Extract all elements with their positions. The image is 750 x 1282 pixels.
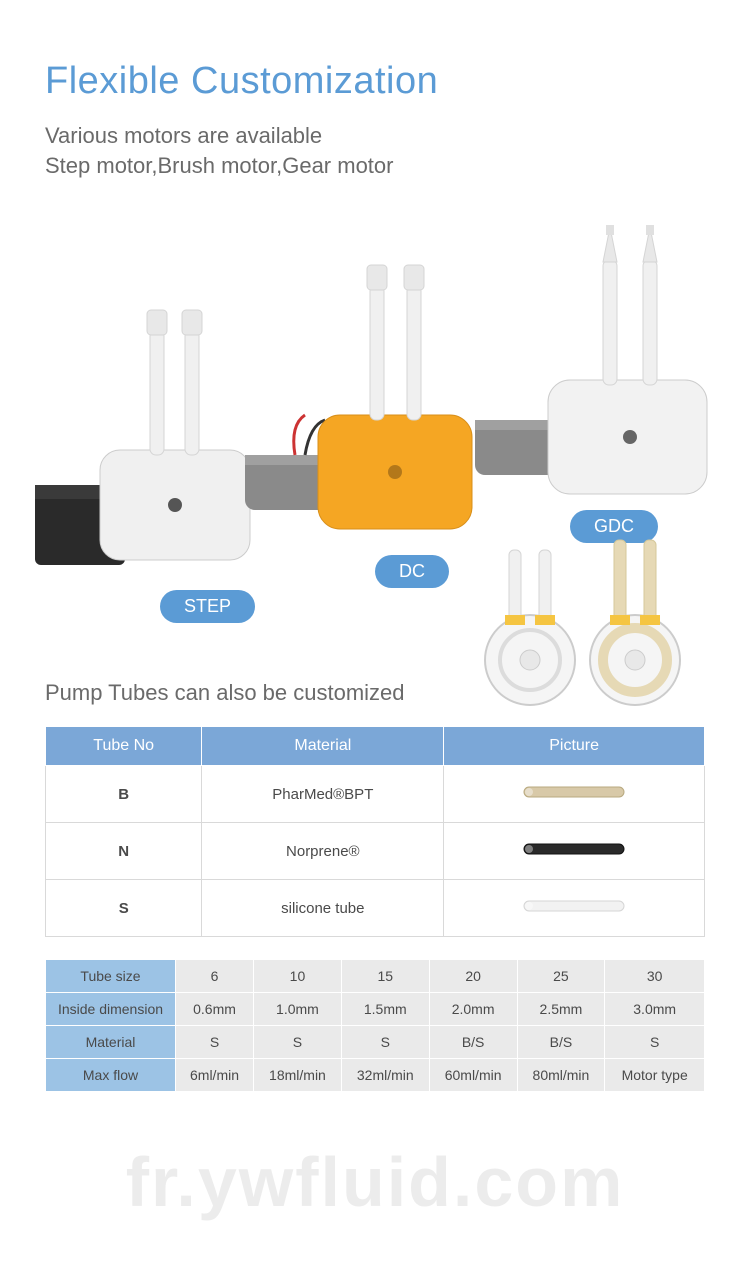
cell-material: Norprene® [202, 823, 444, 880]
row-label: Inside dimension [46, 993, 176, 1026]
cell-value: 3.0mm [605, 993, 705, 1026]
cell-value: 80ml/min [517, 1059, 605, 1092]
cell-value: B/S [429, 1026, 517, 1059]
row-label: Max flow [46, 1059, 176, 1092]
cell-value: 60ml/min [429, 1059, 517, 1092]
cell-value: B/S [517, 1026, 605, 1059]
row-label: Material [46, 1026, 176, 1059]
cell-picture [444, 823, 705, 880]
cell-value: 1.0mm [254, 993, 342, 1026]
row-label: Tube size [46, 960, 176, 993]
cell-value: 30 [605, 960, 705, 993]
tube-sample-icon [519, 896, 629, 916]
cell-value: S [254, 1026, 342, 1059]
table-row: Tube size61015202530 [46, 960, 705, 993]
tube-table-header-row: Tube No Material Picture [46, 727, 705, 766]
subtitle-line2: Step motor,Brush motor,Gear motor [45, 153, 393, 178]
cell-material: PharMed®BPT [202, 766, 444, 823]
cell-material: silicone tube [202, 880, 444, 937]
cell-value: S [176, 1026, 254, 1059]
pump-step [35, 300, 265, 590]
tubes-section: Pump Tubes can also be customized Tube N… [45, 680, 705, 1092]
tube-sample-icon [519, 782, 629, 802]
th-picture: Picture [444, 727, 705, 766]
pump-dc [245, 260, 475, 570]
cell-value: 18ml/min [254, 1059, 342, 1092]
cell-value: 6 [176, 960, 254, 993]
cell-value: 25 [517, 960, 605, 993]
cell-tube-no: S [46, 880, 202, 937]
watermark: fr.ywfluid.com [0, 1142, 750, 1222]
cell-value: 10 [254, 960, 342, 993]
cell-value: 2.0mm [429, 993, 517, 1026]
table-row: Max flow6ml/min18ml/min32ml/min60ml/min8… [46, 1059, 705, 1092]
subtitle: Various motors are available Step motor,… [45, 121, 705, 180]
cell-tube-no: B [46, 766, 202, 823]
table-row: NNorprene® [46, 823, 705, 880]
th-tube-no: Tube No [46, 727, 202, 766]
cell-tube-no: N [46, 823, 202, 880]
table-row: BPharMed®BPT [46, 766, 705, 823]
badge-dc: DC [375, 555, 449, 588]
th-material: Material [202, 727, 444, 766]
cell-value: 1.5mm [341, 993, 429, 1026]
cell-picture [444, 766, 705, 823]
spec-table: Tube size61015202530Inside dimension0.6m… [45, 959, 705, 1092]
tube-table: Tube No Material Picture BPharMed®BPTNNo… [45, 726, 705, 937]
cell-value: 0.6mm [176, 993, 254, 1026]
cell-value: S [341, 1026, 429, 1059]
cell-value: 20 [429, 960, 517, 993]
cell-value: Motor type [605, 1059, 705, 1092]
table-row: Ssilicone tube [46, 880, 705, 937]
cell-value: 32ml/min [341, 1059, 429, 1092]
table-row: Inside dimension0.6mm1.0mm1.5mm2.0mm2.5m… [46, 993, 705, 1026]
page-title: Flexible Customization [45, 60, 705, 103]
table-row: MaterialSSSB/SB/SS [46, 1026, 705, 1059]
cell-picture [444, 880, 705, 937]
cell-value: 2.5mm [517, 993, 605, 1026]
pump-tubes-image [475, 520, 695, 725]
pump-gdc [475, 220, 715, 540]
badge-step: STEP [160, 590, 255, 623]
cell-value: S [605, 1026, 705, 1059]
cell-value: 15 [341, 960, 429, 993]
cell-value: 6ml/min [176, 1059, 254, 1092]
subtitle-line1: Various motors are available [45, 123, 322, 148]
tube-sample-icon [519, 839, 629, 859]
